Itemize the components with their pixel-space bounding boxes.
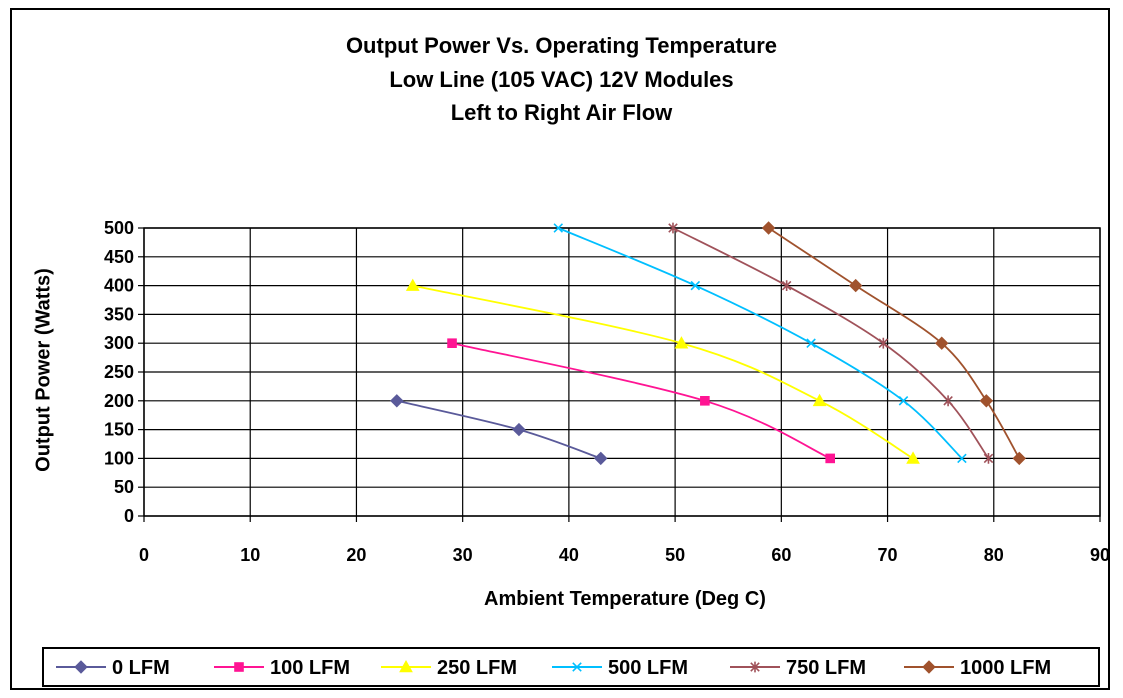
y-tick-label: 0 xyxy=(124,506,134,526)
series-1000-lfm xyxy=(761,221,1026,466)
x-tick-label: 70 xyxy=(878,545,898,565)
legend-label-500-lfm: 500 LFM xyxy=(608,657,688,679)
data-point-500-lfm xyxy=(898,396,909,406)
data-point-750-lfm xyxy=(878,337,889,349)
legend-entry-100-lfm: 100 LFM xyxy=(214,657,350,679)
y-tick-label: 350 xyxy=(104,304,134,324)
chart-title-line-3: Left to Right Air Flow xyxy=(450,100,673,125)
legend-entry-1000-lfm: 1000 LFM xyxy=(904,657,1051,679)
legend-marker-0-lfm xyxy=(74,660,88,674)
x-tick-label: 20 xyxy=(346,545,366,565)
series-line-500-lfm xyxy=(557,227,963,460)
legend-label-100-lfm: 100 LFM xyxy=(270,657,350,679)
data-point-1000-lfm xyxy=(935,336,949,350)
data-point-500-lfm xyxy=(806,338,816,348)
x-tick-label: 40 xyxy=(559,545,579,565)
x-tick-label: 90 xyxy=(1090,545,1110,565)
legend-marker-500-lfm xyxy=(572,662,582,672)
series-line-1000-lfm xyxy=(768,227,1021,459)
chart-title-line-2: Low Line (105 VAC) 12V Modules xyxy=(389,67,734,92)
data-point-100-lfm xyxy=(825,453,835,464)
data-point-0-lfm xyxy=(390,394,404,408)
legend-label-1000-lfm: 1000 LFM xyxy=(960,657,1051,679)
chart-title-line-1: Output Power Vs. Operating Temperature xyxy=(345,33,778,58)
series-line-100-lfm xyxy=(451,342,831,460)
y-tick-label: 50 xyxy=(114,477,134,497)
series-500-lfm xyxy=(553,223,967,464)
data-point-100-lfm xyxy=(447,338,457,348)
legend: 0 LFM 100 LFM 250 LFM 500 LFM 750 LFM 1000 LF… xyxy=(42,647,1100,687)
legend-items: 0 LFM 100 LFM 250 LFM 500 LFM 750 LFM 1000 LF… xyxy=(56,657,1051,679)
legend-marker-1000-lfm xyxy=(922,660,936,674)
series-100-lfm xyxy=(447,338,835,464)
data-point-1000-lfm xyxy=(848,278,863,293)
legend-label-0-lfm: 0 LFM xyxy=(112,657,170,679)
legend-label-250-lfm: 250 LFM xyxy=(437,657,517,679)
data-point-1000-lfm xyxy=(979,394,994,408)
legend-marker-250-lfm xyxy=(399,659,413,673)
y-tick-label: 100 xyxy=(104,448,134,468)
legend-entry-750-lfm: 750 LFM xyxy=(730,657,866,679)
x-axis-label: Ambient Temperature (Deg C) xyxy=(484,588,766,610)
data-point-500-lfm xyxy=(690,280,701,291)
data-point-500-lfm xyxy=(957,453,967,464)
x-tick-label: 80 xyxy=(984,545,1004,565)
y-tick-label: 450 xyxy=(104,247,134,267)
data-point-750-lfm xyxy=(668,222,678,234)
x-tick-label: 30 xyxy=(453,545,473,565)
series-line-750-lfm xyxy=(672,227,990,459)
legend-entry-500-lfm: 500 LFM xyxy=(552,657,688,679)
series-0-lfm xyxy=(390,394,608,466)
legend-marker-100-lfm xyxy=(234,662,244,672)
data-point-1000-lfm xyxy=(1012,451,1026,466)
x-tick-label: 10 xyxy=(240,545,260,565)
data-point-0-lfm xyxy=(512,422,526,437)
x-tick-label: 50 xyxy=(665,545,685,565)
y-tick-label: 300 xyxy=(104,333,134,353)
data-point-250-lfm xyxy=(674,336,689,349)
y-tick-label: 500 xyxy=(104,218,134,238)
data-point-250-lfm xyxy=(812,393,827,407)
y-tick-label: 250 xyxy=(104,362,134,382)
data-point-0-lfm xyxy=(594,451,608,466)
data-point-250-lfm xyxy=(405,278,420,291)
legend-marker-750-lfm xyxy=(750,661,760,673)
data-point-750-lfm xyxy=(983,453,994,464)
chart-frame xyxy=(10,8,1110,690)
data-point-500-lfm xyxy=(553,223,564,233)
x-tick-label: 0 xyxy=(139,545,149,565)
y-tick-label: 150 xyxy=(104,420,134,440)
x-tick-label: 60 xyxy=(771,545,791,565)
y-tick-label: 400 xyxy=(104,276,134,296)
legend-label-750-lfm: 750 LFM xyxy=(786,657,866,679)
y-tick-label: 200 xyxy=(104,391,134,411)
data-point-750-lfm xyxy=(943,395,953,407)
data-point-750-lfm xyxy=(781,280,792,291)
legend-entry-0-lfm: 0 LFM xyxy=(56,657,170,679)
data-point-100-lfm xyxy=(700,396,710,406)
series-750-lfm xyxy=(668,222,994,464)
series-line-250-lfm xyxy=(412,284,914,460)
data-point-1000-lfm xyxy=(761,221,776,235)
legend-entry-250-lfm: 250 LFM xyxy=(381,657,517,679)
series-250-lfm xyxy=(405,278,920,464)
data-point-250-lfm xyxy=(906,451,920,464)
